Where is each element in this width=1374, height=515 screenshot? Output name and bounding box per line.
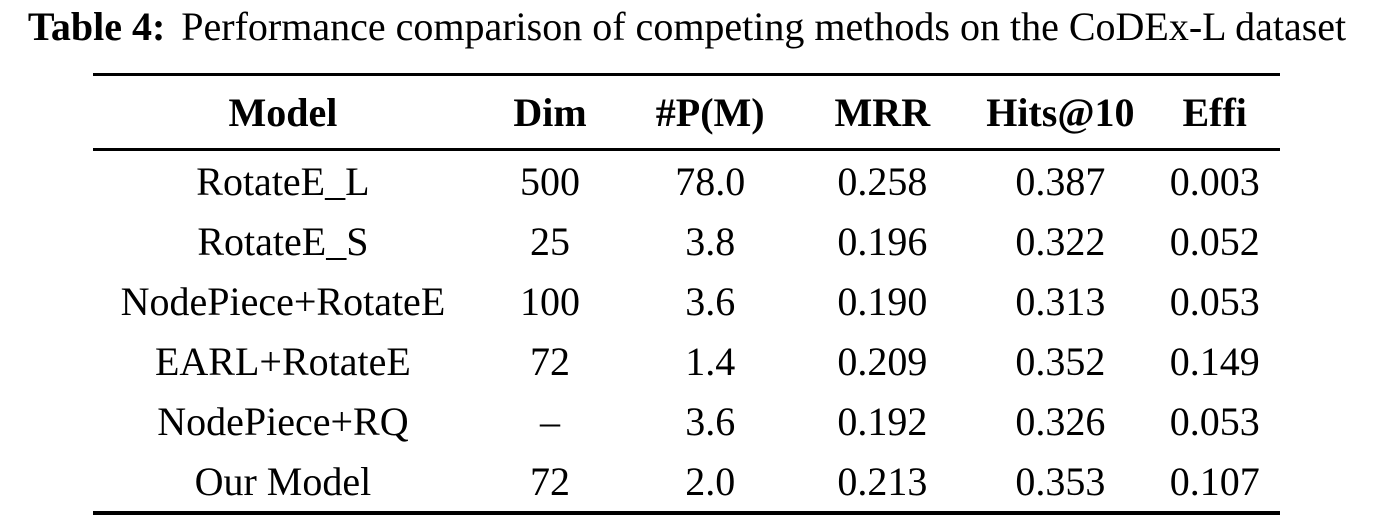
dim-cell: 25	[529, 218, 570, 264]
column-header-dim: Dim	[513, 90, 587, 135]
column-header-model: Model	[228, 90, 338, 135]
effi-cell: 0.052	[1169, 218, 1260, 264]
column-header-params: #P(M)	[655, 90, 765, 135]
table-row-rotatee-s: RotateE_S 25 3.8 0.196 0.322 0.052	[93, 211, 1280, 271]
params-cell: 3.8	[685, 218, 736, 264]
mrr-cell: 0.213	[837, 458, 928, 504]
hits10-cell: 0.387	[1015, 158, 1106, 204]
column-header-hits10: Hits@10	[986, 90, 1135, 135]
column-header-mrr: MRR	[834, 90, 931, 135]
model-name-cell: EARL+RotateE	[154, 338, 411, 384]
hits10-cell: 0.353	[1015, 458, 1106, 504]
mrr-cell: 0.190	[837, 278, 928, 324]
model-name-cell: Our Model	[194, 458, 372, 504]
table-row-our-model: Our Model 72 2.0 0.213 0.353 0.107	[93, 451, 1280, 513]
table-header-row: Model Dim #P(M) MRR Hits@10 Effi	[93, 74, 1280, 150]
results-table: Model Dim #P(M) MRR Hits@10 Effi RotateE…	[93, 73, 1280, 515]
hits10-cell: 0.313	[1015, 278, 1106, 324]
effi-cell: 0.107	[1169, 458, 1260, 504]
effi-cell: 0.003	[1169, 158, 1260, 204]
dim-cell: –	[539, 398, 560, 444]
hits10-cell: 0.322	[1015, 218, 1106, 264]
mrr-cell: 0.196	[837, 218, 928, 264]
table-row-nodepiece-rq: NodePiece+RQ – 3.6 0.192 0.326 0.053	[93, 391, 1280, 451]
mrr-cell: 0.209	[837, 338, 928, 384]
effi-cell: 0.053	[1169, 398, 1260, 444]
params-cell: 1.4	[685, 338, 736, 384]
dim-cell: 500	[519, 158, 580, 204]
hits10-cell: 0.352	[1015, 338, 1106, 384]
model-name-cell: RotateE_S	[197, 218, 369, 264]
effi-cell: 0.053	[1169, 278, 1260, 324]
params-cell: 3.6	[685, 278, 736, 324]
table-row-earl-rotatee: EARL+RotateE 72 1.4 0.209 0.352 0.149	[93, 331, 1280, 391]
mrr-cell: 0.192	[837, 398, 928, 444]
table-caption-text: Performance comparison of competing meth…	[181, 4, 1347, 49]
table-row-rotatee-l: RotateE_L 500 78.0 0.258 0.387 0.003	[93, 150, 1280, 212]
table-caption-label: Table 4:	[27, 4, 166, 49]
params-cell: 3.6	[685, 398, 736, 444]
column-header-effi: Effi	[1182, 90, 1247, 135]
dim-cell: 100	[519, 278, 580, 324]
model-name-cell: NodePiece+RQ	[157, 398, 409, 444]
dim-cell: 72	[529, 458, 570, 504]
hits10-cell: 0.326	[1015, 398, 1106, 444]
params-cell: 2.0	[685, 458, 736, 504]
effi-cell: 0.149	[1169, 338, 1260, 384]
model-name-cell: NodePiece+RotateE	[120, 278, 446, 324]
params-cell: 78.0	[675, 158, 746, 204]
model-name-cell: RotateE_L	[196, 158, 370, 204]
mrr-cell: 0.258	[837, 158, 928, 204]
table-row-nodepiece-rotatee: NodePiece+RotateE 100 3.6 0.190 0.313 0.…	[93, 271, 1280, 331]
table-caption: Table 4: Performance comparison of compet…	[0, 0, 1374, 52]
dim-cell: 72	[529, 338, 570, 384]
